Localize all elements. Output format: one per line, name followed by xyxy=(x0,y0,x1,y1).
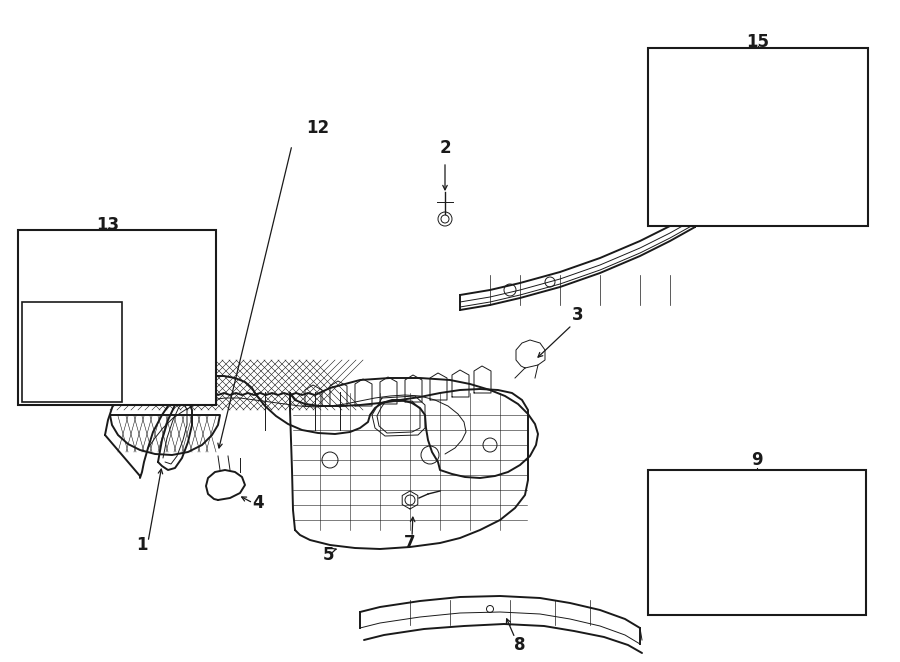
Text: 6: 6 xyxy=(686,191,698,209)
Text: 7: 7 xyxy=(404,534,416,552)
Text: 5: 5 xyxy=(322,546,334,564)
Bar xyxy=(154,252,166,274)
Text: 1: 1 xyxy=(136,536,148,554)
Bar xyxy=(648,470,866,615)
Text: 14: 14 xyxy=(33,296,57,314)
Bar xyxy=(65,252,93,274)
Text: 12: 12 xyxy=(306,119,329,137)
Bar xyxy=(648,48,868,226)
Bar xyxy=(18,230,216,405)
Text: 10: 10 xyxy=(820,540,842,555)
Text: 2: 2 xyxy=(439,139,451,157)
Text: 8: 8 xyxy=(514,636,526,654)
Text: 3: 3 xyxy=(572,306,584,324)
Bar xyxy=(22,302,122,402)
Text: 9: 9 xyxy=(752,451,763,469)
Bar xyxy=(103,252,145,274)
Text: 13: 13 xyxy=(96,216,120,234)
Text: 4: 4 xyxy=(252,494,264,512)
Text: 11: 11 xyxy=(820,491,841,506)
Text: 15: 15 xyxy=(746,33,769,51)
